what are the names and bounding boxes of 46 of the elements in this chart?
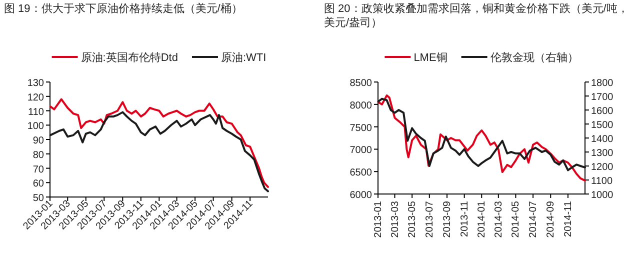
x-tick-label: 2013-11 [459, 200, 470, 237]
x-tick-label: 2014-07 [528, 200, 540, 238]
y2-tick-label: 1600 [591, 106, 614, 117]
line-series [377, 94, 586, 182]
x-tick-label: 2013-05 [407, 200, 418, 238]
chart-title: 图 19：供大于求下原油价格持续走低（美元/桶） [4, 2, 244, 16]
x-tick-label: 2014-01 [476, 200, 488, 238]
y-tick-label: 8500 [350, 78, 372, 89]
legend-label: LME铜 [414, 52, 448, 64]
line-series [49, 111, 269, 192]
y2-tick-label: 1700 [591, 92, 614, 103]
line-series [49, 98, 269, 188]
x-tick-label: 2013-09 [442, 200, 453, 238]
chart-title: 图 20：政策收紧叠加需求回落，铜和黄金价格下跌（美元/吨，美元/盎司） [324, 2, 630, 30]
y-tick-label: 80 [32, 150, 44, 161]
legend-label: 原油:WTI [220, 51, 266, 64]
legend-label: 伦敦金现（右轴） [490, 51, 578, 64]
x-tick-label: 2014-11 [562, 200, 574, 237]
y-tick-label: 110 [28, 106, 44, 118]
y-tick-label: 120 [27, 92, 44, 104]
y2-tick-label: 1300 [591, 148, 614, 159]
y2-tick-label: 1500 [591, 120, 614, 131]
y-tick-label: 100 [27, 121, 44, 132]
y-tick-label: 50 [32, 193, 44, 204]
y2-tick-label: 1000 [591, 190, 614, 201]
x-tick-label: 2013-01 [373, 200, 384, 238]
x-tick-label: 2014-05 [510, 200, 522, 238]
y-tick-label: 7000 [350, 145, 372, 156]
legend-label: 原油:英国布伦特Dtd [80, 51, 178, 64]
y-tick-label: 70 [32, 164, 44, 176]
y2-tick-label: 1800 [591, 78, 614, 89]
x-tick-label: 2013-07 [424, 200, 436, 238]
x-tick-label: 2014-09 [546, 200, 557, 238]
y-tick-label: 8000 [350, 100, 372, 112]
x-tick-label: 2014-03 [493, 200, 504, 238]
y-tick-label: 7500 [350, 122, 372, 134]
y-tick-label: 6000 [350, 190, 372, 201]
y2-tick-label: 1100 [591, 176, 613, 187]
y-tick-label: 130 [27, 78, 44, 89]
line-series [377, 98, 586, 172]
y2-tick-label: 1200 [591, 162, 614, 173]
y-tick-label: 6500 [350, 168, 372, 179]
y-tick-label: 90 [32, 136, 44, 146]
y-tick-label: 60 [32, 178, 44, 190]
x-tick-label: 2013-03 [390, 200, 401, 238]
y2-tick-label: 1400 [591, 134, 614, 145]
